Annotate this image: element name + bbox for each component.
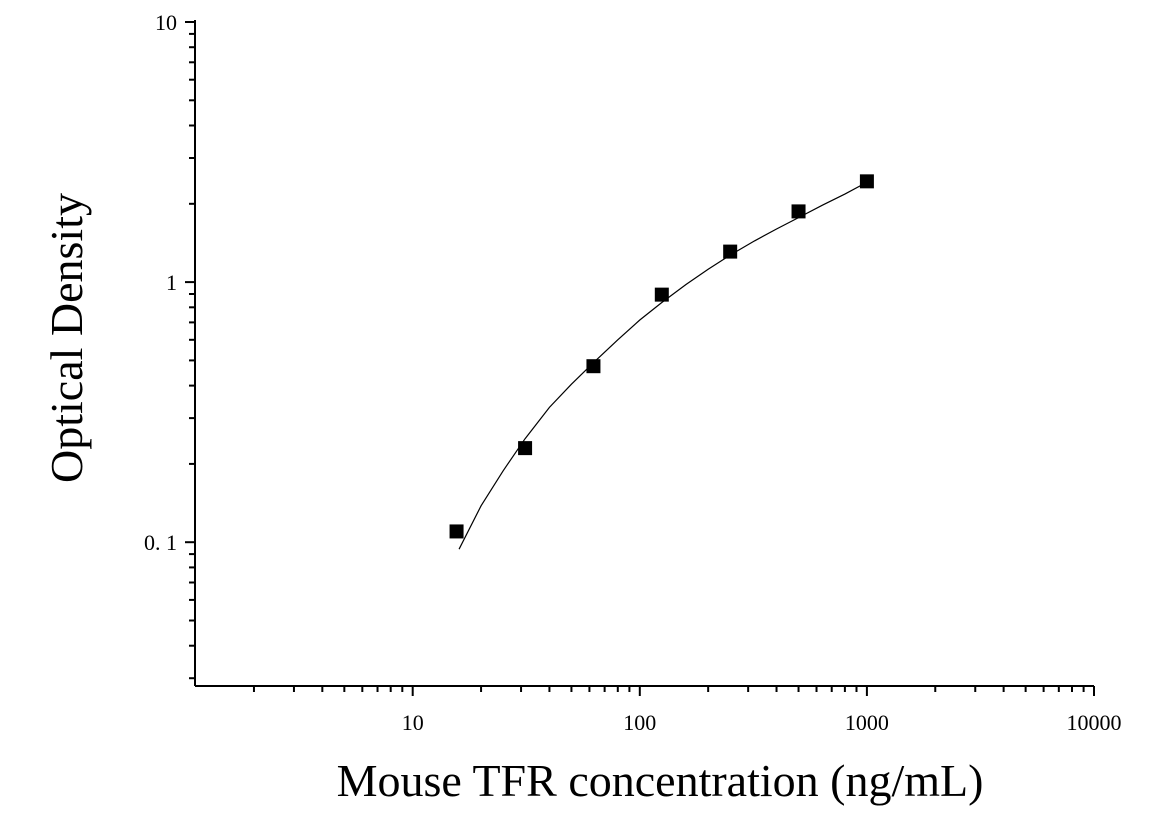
y-tick-label: 1 <box>166 270 177 295</box>
x-axis-ticks <box>252 686 1095 696</box>
fit-curve-layer <box>458 181 868 550</box>
data-point <box>791 204 806 219</box>
y-axis-ticks <box>185 21 195 680</box>
data-point <box>859 174 874 189</box>
data-point <box>654 287 669 302</box>
y-tick-label: 0. 1 <box>144 530 177 555</box>
y-axis-tick-labels: 0. 1 1 10 <box>144 10 177 555</box>
x-tick-label: 100 <box>623 710 656 735</box>
x-tick-label: 10000 <box>1067 710 1122 735</box>
data-point <box>449 524 464 539</box>
x-axis-tick-labels: 10 100 1000 10000 <box>402 710 1122 735</box>
axes <box>194 20 1094 687</box>
x-tick-label: 10 <box>402 710 424 735</box>
x-axis-title: Mouse TFR concentration (ng/mL) <box>337 755 984 806</box>
data-points <box>449 174 874 539</box>
data-point <box>518 441 533 456</box>
fit-curve <box>458 181 868 550</box>
y-tick-label: 10 <box>155 10 177 35</box>
data-point <box>723 244 738 259</box>
y-axis-title: Optical Density <box>41 193 92 483</box>
data-point <box>586 359 601 374</box>
x-tick-label: 1000 <box>845 710 889 735</box>
